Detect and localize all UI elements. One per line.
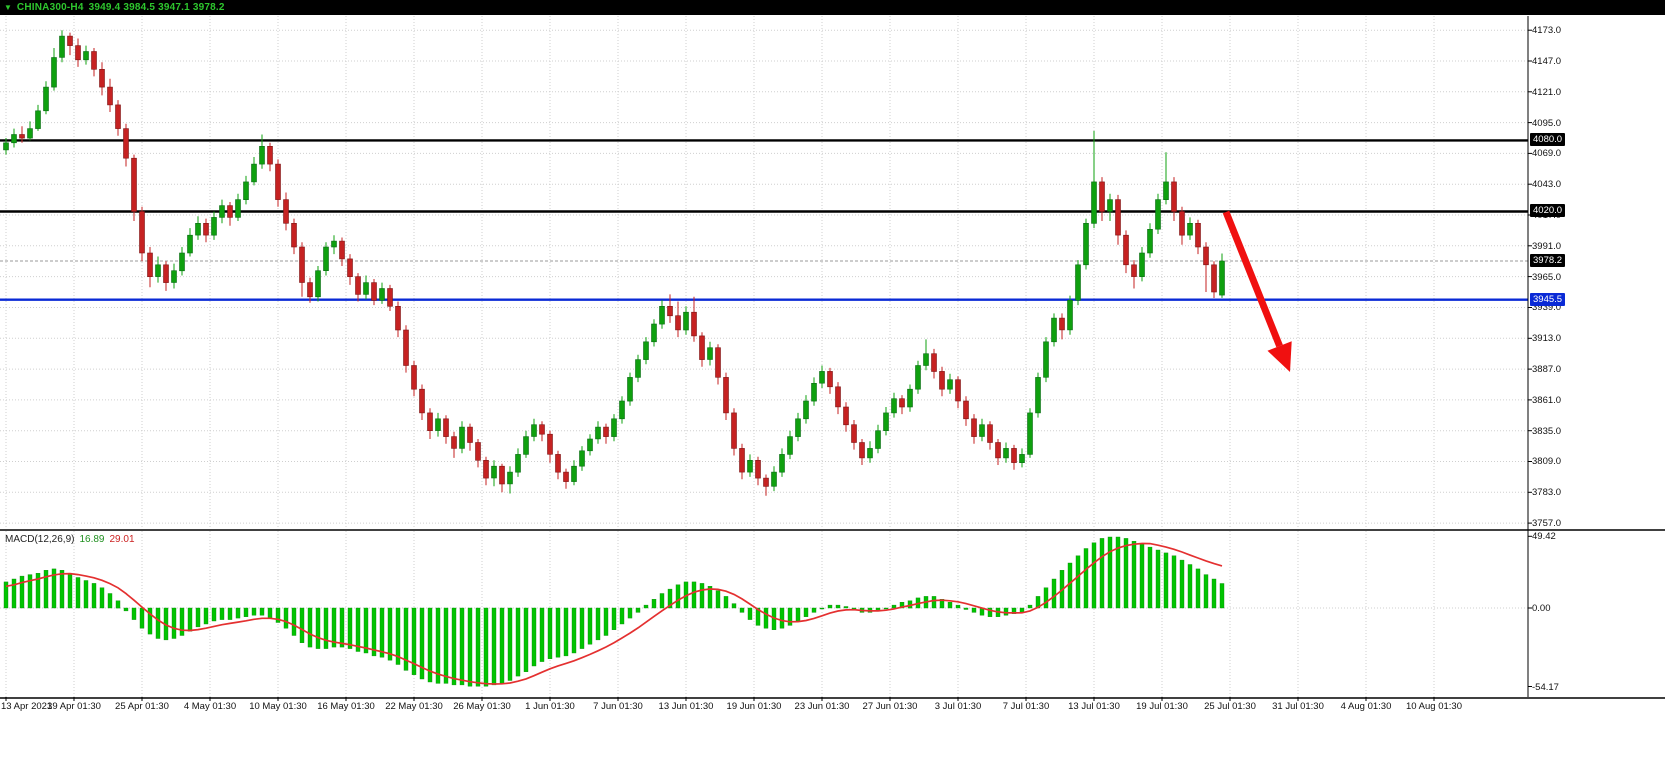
time-axis-label: 16 May 01:30: [317, 701, 375, 712]
time-axis-label: 1 Jun 01:30: [525, 701, 575, 712]
time-axis-label: 4 Aug 01:30: [1340, 701, 1392, 712]
price-axis-label: 4043.0: [1532, 179, 1562, 191]
time-axis-label: 27 Jun 01:30: [862, 701, 918, 712]
price-axis-label: 4095.0: [1532, 117, 1562, 129]
price-axis-label: 3757.0: [1532, 518, 1562, 530]
time-axis-label: 10 Aug 01:30: [1406, 701, 1462, 712]
time-axis-label: 26 May 01:30: [453, 701, 511, 712]
macd-axis-label: -54.17: [1532, 681, 1559, 693]
price-tag-blue-level: 3945.5: [1530, 292, 1566, 306]
time-axis-label: 13 Apr 2023: [1, 701, 53, 712]
time-axis-label: 19 Jun 01:30: [726, 701, 782, 712]
time-axis-label: 13 Jul 01:30: [1068, 701, 1120, 712]
price-tag-black-level: 4080.0: [1530, 133, 1566, 147]
price-axis-label: 3835.0: [1532, 425, 1562, 437]
macd-indicator-label: MACD(12,26,9) 16.89 29.01: [5, 534, 135, 545]
macd-axis-label: 0.00: [1532, 603, 1551, 614]
price-axis-label: 3861.0: [1532, 394, 1562, 406]
time-axis-label: 4 May 01:30: [183, 701, 237, 712]
time-axis-label: 3 Jul 01:30: [934, 701, 982, 712]
price-axis-label: 4121.0: [1532, 86, 1562, 98]
symbol-label: CHINA300-H4: [16, 2, 84, 13]
price-axis-label: 3809.0: [1532, 456, 1562, 468]
time-axis-label: 22 May 01:30: [385, 701, 443, 712]
price-tag-black-level: 3978.2: [1530, 254, 1566, 267]
price-axis-label: 3965.0: [1532, 271, 1562, 283]
time-axis-label: 7 Jul 01:30: [1002, 701, 1050, 712]
price-axis-label: 3991.0: [1532, 240, 1562, 252]
symbol-dropdown-icon[interactable]: ▼: [4, 2, 12, 12]
price-axis-label: 4069.0: [1532, 148, 1562, 160]
trend-arrow-head: [1267, 341, 1292, 372]
price-axis-label: 3913.0: [1532, 333, 1562, 345]
price-axis-label: 3887.0: [1532, 364, 1562, 376]
price-axis-label: 3939.0: [1532, 302, 1562, 314]
price-axis-label: 4147.0: [1532, 56, 1562, 68]
macd-signal-value: 29.01: [109, 534, 135, 545]
price-axis-label: 3783.0: [1532, 487, 1562, 499]
time-axis-label: 25 Jul 01:30: [1204, 701, 1256, 712]
macd-name: MACD(12,26,9): [5, 534, 75, 545]
time-axis-label: 19 Jul 01:30: [1136, 701, 1188, 712]
time-axis-label: 23 Jun 01:30: [794, 701, 850, 712]
chart-title-bar: ▼ CHINA300-H4 3949.4 3984.5 3947.1 3978.…: [0, 0, 1665, 15]
time-axis-label: 19 Apr 01:30: [47, 701, 101, 712]
time-axis-label: 10 May 01:30: [249, 701, 307, 712]
time-axis-label: 7 Jun 01:30: [593, 701, 643, 712]
time-axis-label: 13 Jun 01:30: [658, 701, 714, 712]
price-tag-black-level: 4020.0: [1530, 204, 1566, 218]
macd-main-value: 16.89: [79, 534, 105, 545]
price-axis-label: 4173.0: [1532, 25, 1562, 37]
macd-axis-label: 49.42: [1532, 531, 1556, 543]
time-axis-label: 31 Jul 01:30: [1272, 701, 1324, 712]
time-axis-label: 25 Apr 01:30: [115, 701, 169, 712]
ohlc-values: 3949.4 3984.5 3947.1 3978.2: [88, 2, 225, 13]
